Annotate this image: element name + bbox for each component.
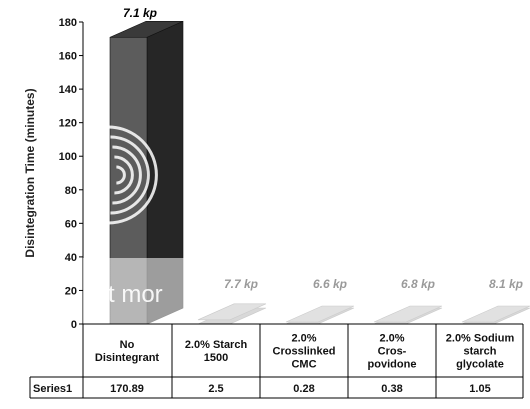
y-tick-label: 40	[65, 252, 77, 264]
table-value: 1.05	[469, 383, 490, 395]
table-value: 0.28	[293, 383, 314, 395]
watermark-arc	[108, 125, 158, 225]
x-category-label: 2.0% Starch 1500	[185, 339, 248, 364]
x-category-label-line: 2.0% Sodium	[446, 333, 515, 345]
x-category-label: 2.0% Crosslinked CMC	[273, 333, 336, 371]
watermark-arc	[114, 155, 134, 195]
x-category-label-line: starch	[463, 346, 496, 358]
x-category-label-line: Disintegrant	[95, 352, 160, 364]
axis-layer: 0 20 40 60 80 100 120 140 160 180 Disintegration T…	[23, 17, 84, 331]
x-category-label-line: 2.0%	[291, 333, 316, 345]
x-category-label-line: Cros-	[378, 346, 407, 358]
table-value: 170.89	[110, 383, 144, 395]
y-tick-label: 0	[71, 319, 77, 331]
hardness-label: 7.7 kp	[224, 277, 258, 291]
series-label: Series1	[33, 383, 72, 395]
x-category-label-line: povidone	[368, 359, 417, 371]
x-category-label: No Disintegrant	[95, 339, 160, 364]
y-tick-label: 140	[59, 84, 77, 96]
x-category-label-line: 2.0%	[379, 333, 404, 345]
y-tick-label: 100	[59, 151, 77, 163]
y-tick-label: 180	[59, 17, 77, 29]
y-tick-label: 20	[65, 285, 77, 297]
x-category-label-line: 2.0% Starch	[185, 339, 248, 351]
x-category-label-line: 1500	[204, 352, 228, 364]
table-value: 2.5	[208, 383, 223, 395]
x-category-label: 2.0% Cros-povidone	[368, 333, 417, 371]
watermark-arc	[116, 165, 126, 185]
watermark-text: t mor	[108, 281, 163, 308]
hardness-label: 8.1 kp	[489, 277, 523, 291]
x-category-label-line: No	[120, 339, 135, 351]
labels-layer: 7.1 kp 7.7 kp 6.6 kp 6.8 kp 8.1 kp	[123, 6, 523, 291]
x-category-label: 2.0% Sodium starch glycolate	[446, 333, 515, 371]
hardness-label: 6.6 kp	[313, 277, 347, 291]
x-category-label-line: glycolate	[456, 359, 504, 371]
watermark-band	[83, 258, 530, 324]
y-tick-label: 80	[65, 185, 77, 197]
hardness-label: 7.1 kp	[123, 6, 157, 20]
y-tick-label: 160	[59, 51, 77, 63]
watermark-layer: t mor	[83, 125, 530, 324]
y-tick-label: 120	[59, 118, 77, 130]
y-tick-label: 60	[65, 218, 77, 230]
hardness-label: 6.8 kp	[401, 277, 435, 291]
watermark-arc	[112, 145, 142, 205]
watermark-arc	[110, 135, 150, 215]
y-axis-title: Disintegration Time (minutes)	[23, 88, 37, 257]
table-value: 0.38	[381, 383, 402, 395]
x-category-label-line: Crosslinked	[273, 346, 336, 358]
x-category-label-line: CMC	[291, 359, 316, 371]
